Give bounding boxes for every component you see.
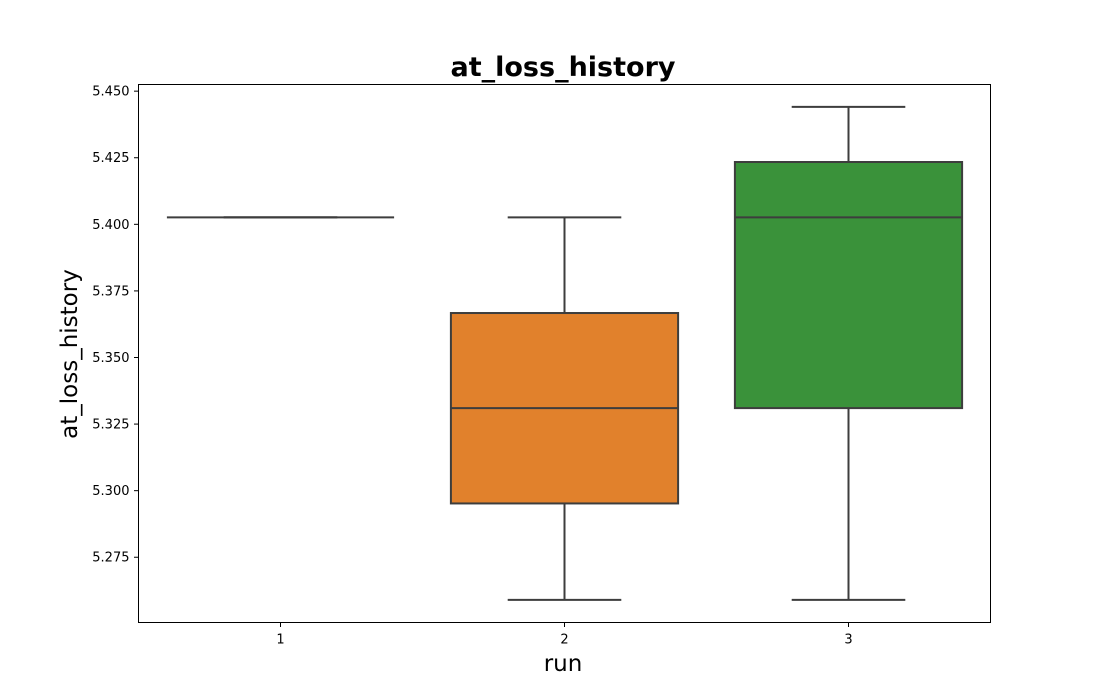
- x-axis-label: run: [544, 651, 583, 677]
- plot-frame: [138, 84, 991, 623]
- box-3: [733, 161, 964, 410]
- chart-title: at_loss_history: [451, 52, 676, 83]
- y-tick-label: 5.400: [92, 218, 129, 233]
- x-tick-label: 1: [276, 633, 284, 648]
- y-tick-label: 5.325: [92, 418, 129, 433]
- plot-marks: 5.275 5.300 5.325 5.350 5.375 5.400 5.425 5.450…: [92, 85, 964, 648]
- y-axis-label: at_loss_history: [57, 269, 83, 439]
- y-tick-label: 5.425: [92, 151, 129, 166]
- x-tick-label: 3: [844, 633, 852, 648]
- y-tick-label: 5.275: [92, 551, 129, 566]
- y-tick-label: 5.375: [92, 284, 129, 299]
- y-tick-label: 5.300: [92, 484, 129, 499]
- x-tick-label: 2: [560, 633, 568, 648]
- y-tick-label: 5.350: [92, 351, 129, 366]
- y-tick-label: 5.450: [92, 85, 129, 100]
